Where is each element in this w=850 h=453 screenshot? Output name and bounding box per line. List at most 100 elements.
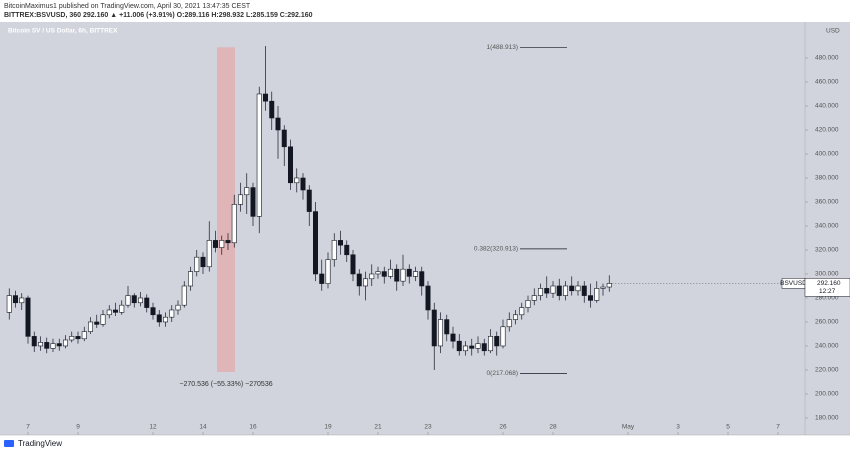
candle-body — [181, 285, 187, 306]
candle-body — [44, 342, 50, 349]
candle-body — [350, 254, 356, 275]
x-tick-label: 23 — [424, 424, 432, 431]
candle-body — [469, 345, 475, 349]
candle-body — [106, 309, 112, 316]
x-tick-label: 9 — [76, 424, 80, 431]
countdown: 12:27 — [819, 288, 836, 295]
x-tick-label: 28 — [549, 424, 557, 431]
candle-body — [381, 271, 387, 277]
candle-body — [394, 268, 400, 282]
candle-body — [562, 285, 568, 296]
y-tick-label: 380.000 — [815, 175, 839, 182]
candle-body — [587, 295, 593, 301]
candle-body — [37, 342, 43, 347]
logo — [4, 440, 14, 447]
y-tick-label: 420.000 — [815, 127, 839, 134]
plot-background — [0, 22, 805, 435]
candle-body — [437, 319, 443, 347]
candle-body — [400, 268, 406, 282]
candle-body — [31, 336, 37, 347]
y-tick-label: 200.000 — [815, 391, 839, 398]
price-axis-background — [805, 22, 850, 435]
candle-body — [494, 336, 500, 347]
candle-body — [56, 343, 62, 347]
y-tick-label: 280.000 — [815, 295, 839, 302]
x-tick-label: 5 — [726, 424, 730, 431]
candle-body — [138, 297, 144, 304]
candle-body — [537, 288, 543, 296]
candle-body — [475, 343, 481, 349]
candle-body — [331, 240, 337, 260]
candle-body — [225, 240, 231, 244]
fib-label: 1(488.913) — [487, 44, 518, 51]
candle-body — [550, 285, 556, 294]
x-tick-label: May — [622, 424, 635, 431]
candle-body — [506, 319, 512, 328]
candle-body — [144, 297, 150, 308]
candle-body — [194, 256, 200, 272]
x-tick-label: 7 — [26, 424, 30, 431]
candle-body — [544, 288, 550, 294]
candle-body — [62, 339, 68, 347]
last-price-tag — [804, 278, 850, 297]
candle-body — [125, 295, 131, 306]
x-tick-label: 3 — [676, 424, 680, 431]
candle-body — [425, 285, 431, 311]
candle-body — [419, 271, 425, 287]
candle-body — [600, 286, 606, 289]
x-tick-label: 21 — [374, 424, 382, 431]
quote: BITTREX:BSVUSD, 360 292.160 ▲ +11.006 (+… — [4, 12, 313, 19]
x-tick-label: 16 — [249, 424, 257, 431]
candle-body — [531, 295, 537, 301]
currency: USD — [826, 28, 840, 35]
candle-body — [206, 240, 212, 268]
candle-body — [556, 285, 562, 296]
candle-body — [19, 297, 25, 304]
candle-body — [25, 297, 31, 337]
candle-body — [406, 268, 412, 277]
fib-label: 0(217.068) — [487, 370, 518, 377]
candle-body — [444, 319, 450, 335]
candle-body — [119, 304, 125, 313]
chart-title: Bitcoin SV / US Dollar, 6h, BITTREX — [8, 28, 118, 35]
candle-body — [94, 321, 100, 325]
candle-body — [481, 343, 487, 352]
candle-body — [462, 345, 468, 352]
candle-body — [337, 240, 343, 246]
y-tick-label: 400.000 — [815, 151, 839, 158]
candle-body — [500, 326, 506, 347]
candle-body — [250, 187, 256, 217]
symbol-label: BSVUSD — [780, 280, 807, 287]
last-price-label: 292.160 — [817, 280, 841, 287]
candle-body — [175, 304, 181, 311]
candle-body — [256, 93, 262, 217]
candle-body — [431, 309, 437, 347]
candle-body — [606, 283, 612, 288]
y-tick-label: 440.000 — [815, 103, 839, 110]
y-tick-label: 240.000 — [815, 343, 839, 350]
candle-body — [50, 343, 56, 349]
candle-body — [294, 177, 300, 184]
candle-body — [456, 340, 462, 352]
candle-body — [262, 93, 268, 102]
candle-body — [81, 331, 87, 340]
y-tick-label: 220.000 — [815, 367, 839, 374]
brand: TradingView — [18, 439, 62, 448]
candle-body — [287, 146, 293, 184]
y-tick-label: 320.000 — [815, 247, 839, 254]
y-tick-label: 260.000 — [815, 319, 839, 326]
candle-body — [75, 336, 81, 340]
candle-body — [69, 336, 75, 341]
candle-body — [13, 295, 19, 304]
y-tick-label: 180.000 — [815, 415, 839, 422]
candle-body — [319, 273, 325, 284]
y-tick-label: 480.000 — [815, 55, 839, 62]
candle-body — [344, 244, 350, 256]
candle-body — [169, 309, 175, 318]
candle-body — [238, 194, 244, 205]
candle-body — [150, 307, 156, 316]
candle-body — [375, 271, 381, 275]
candle-body — [356, 273, 362, 287]
candle-body — [213, 240, 219, 248]
